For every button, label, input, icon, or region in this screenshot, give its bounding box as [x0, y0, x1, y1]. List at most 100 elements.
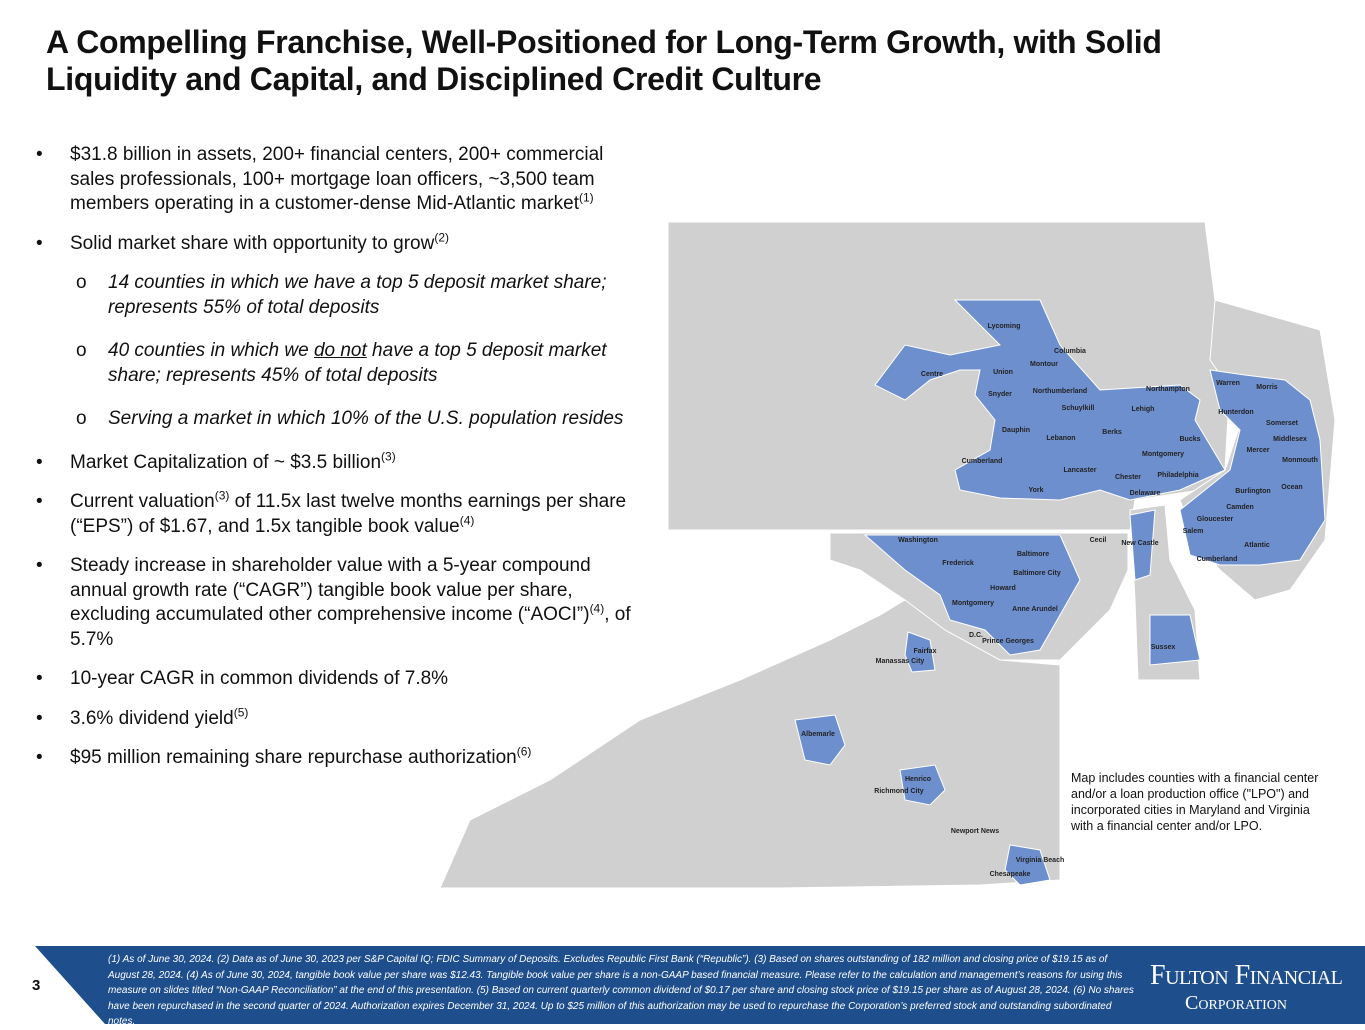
bullet: • 10-year CAGR in common dividends of 7.8… [36, 667, 640, 692]
bullet-symbol: • [36, 451, 43, 473]
bullet-text: 3.6% dividend yield [70, 707, 234, 729]
county-label: Somerset [1266, 420, 1299, 427]
county-label: Lebanon [1046, 435, 1075, 442]
county-label: Snyder [988, 391, 1012, 398]
bullet-text: $31.8 billion in assets, 200+ financial … [70, 144, 604, 214]
bullet-symbol: • [36, 144, 43, 165]
map-note: Map includes counties with a financial c… [1071, 771, 1319, 833]
slide-title: A Compelling Franchise, Well-Positioned … [46, 24, 1162, 97]
county-label: Washington [898, 537, 938, 544]
bullet-symbol: o [76, 272, 87, 293]
county-label: Baltimore [1017, 551, 1049, 558]
bullet: • $95 million remaining share repurchase … [36, 746, 640, 771]
bullet: • $31.8 billion in assets, 200+ financial… [36, 143, 640, 217]
county-label: Albemarle [801, 731, 835, 738]
bullet-symbol: o [76, 408, 87, 429]
county-label: Columbia [1054, 348, 1086, 355]
county-label: Baltimore City [1013, 570, 1061, 577]
footnote-ref: (4) [589, 601, 605, 616]
county-label: Delaware [1130, 490, 1161, 497]
bullet-text: , of 5.7% [70, 604, 631, 650]
county-label: Ocean [1281, 484, 1302, 491]
county-label: Berks [1102, 429, 1122, 436]
county-label: York [1028, 487, 1043, 494]
county-label: Frederick [942, 560, 974, 567]
footnotes: (1) As of June 30, 2024. (2) Data as of … [108, 954, 1134, 1027]
bullet-symbol: o [76, 340, 87, 361]
county-label: Philadelphia [1157, 472, 1198, 479]
bullet: o 14 counties in which we have a top 5 de… [36, 271, 640, 320]
bullet-text: have a top 5 deposit market share; repre… [108, 340, 607, 386]
bullet-text: of 11.5x last twelve months earnings per… [70, 491, 627, 537]
county-label: Mercer [1247, 447, 1270, 454]
bullet-text: 14 counties in which we have a top 5 dep… [108, 272, 607, 318]
county-label: Sussex [1151, 644, 1176, 651]
bullet-list: • $31.8 billion in assets, 200+ financial… [36, 143, 640, 786]
county-label: Chesapeake [990, 871, 1031, 878]
bullet-text: $95 million remaining share repurchase a… [70, 747, 517, 768]
county-label: Centre [921, 371, 943, 378]
footnote-ref: (1) [578, 190, 594, 205]
county-label: Cumberland [1197, 556, 1238, 563]
county-label: Chester [1115, 474, 1141, 481]
county-label: Fairfax [914, 648, 937, 655]
county-label: Montour [1030, 361, 1058, 368]
footnote-ref: (5) [233, 705, 249, 720]
county-label: Montgomery [952, 600, 994, 607]
logo: Fulton Financial [1150, 960, 1343, 991]
bullet-text: Serving a market in which 10% of the U.S… [108, 408, 624, 429]
bullet-text: 40 counties in which we [108, 340, 314, 361]
county-label: Northampton [1146, 386, 1190, 393]
county-label: Lycoming [988, 323, 1021, 330]
bullet-text: Solid market share with opportunity to g… [70, 232, 435, 254]
county-label: D.C. [969, 632, 983, 639]
footnote-ref: (3) [214, 488, 230, 503]
county-label: Lancaster [1063, 467, 1096, 474]
bullet-symbol: • [36, 747, 43, 768]
county-label: Warren [1216, 380, 1240, 387]
county-label: Morris [1256, 384, 1278, 391]
county-label: Schuylkill [1062, 405, 1095, 412]
bullet: o Serving a market in which 10% of the U.… [36, 407, 640, 432]
county-label: Montgomery [1142, 451, 1184, 458]
county-label: Henrico [905, 776, 931, 783]
bullet-symbol: • [36, 555, 43, 576]
county-label: Camden [1226, 504, 1254, 511]
logo: Corporation [1185, 992, 1288, 1014]
bullet-text: 10-year CAGR in common dividends of 7.8% [70, 668, 449, 689]
footnote-ref: (3) [381, 449, 396, 464]
bullet-symbol: • [36, 491, 43, 512]
county-label: Atlantic [1244, 542, 1270, 549]
footer-band [35, 946, 1365, 1024]
map: Lycoming Centre Union Montour Columbia S… [439, 221, 1336, 889]
county-label: Lehigh [1132, 406, 1155, 413]
bullet-text: do not [313, 340, 367, 361]
county-label: Dauphin [1002, 427, 1030, 434]
county-label: Burlington [1235, 488, 1270, 495]
county-label: Gloucester [1197, 516, 1234, 523]
county-label: Virginia Beach [1016, 857, 1065, 864]
county-label: Richmond City [874, 788, 923, 795]
footnote-ref: (4) [459, 513, 475, 528]
bullet-text: Market Capitalization of ~ $3.5 billion [70, 451, 382, 473]
county-label: Anne Arundel [1012, 606, 1058, 613]
page-number: 3 [32, 977, 41, 994]
county-label: Manassas City [876, 658, 925, 665]
bullet: • Steady increase in shareholder value wi… [36, 554, 640, 652]
bullet: • Current valuation(3) of 11.5x last twel… [36, 490, 640, 539]
map-highlight [794, 299, 1326, 886]
county-label: Salem [1183, 528, 1204, 535]
bullet: • Market Capitalization of ~ $3.5 billion… [36, 449, 640, 476]
bullet: o 40 counties in which we do not have a t… [36, 339, 640, 388]
bullet-text: Steady increase in shareholder value wit… [70, 555, 591, 625]
county-label: Prince Georges [982, 638, 1034, 645]
county-label: New Castle [1121, 540, 1158, 547]
bullet-symbol: • [36, 668, 43, 689]
county-label: Northumberland [1033, 388, 1087, 395]
county-label: Union [993, 369, 1013, 376]
footnote-ref: (6) [516, 744, 532, 759]
county-labels: Lycoming Centre Union Montour Columbia S… [801, 323, 1318, 878]
bullet: • 3.6% dividend yield(5) [36, 705, 640, 732]
county-label: Bucks [1179, 436, 1200, 443]
